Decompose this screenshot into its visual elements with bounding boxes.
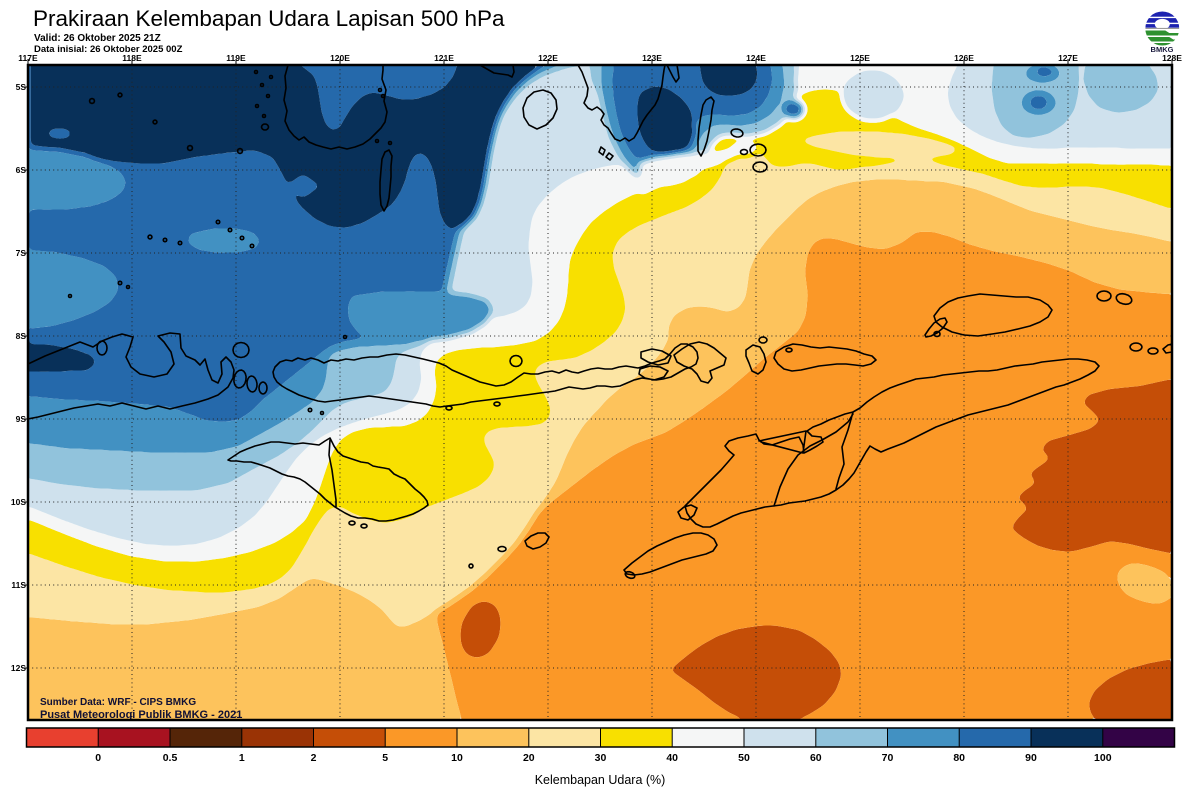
svg-text:0: 0 [95,752,101,764]
svg-text:120E: 120E [330,53,350,63]
svg-text:Kelembapan Udara (%): Kelembapan Udara (%) [535,773,666,787]
svg-text:128E: 128E [1162,53,1182,63]
svg-text:1: 1 [239,752,245,764]
svg-text:125E: 125E [850,53,870,63]
svg-text:30: 30 [595,752,607,764]
svg-text:90: 90 [1025,752,1037,764]
svg-text:Prakiraan Kelembapan Udara Lap: Prakiraan Kelembapan Udara Lapisan 500 h… [33,6,505,31]
svg-text:9S: 9S [16,414,27,424]
svg-text:122E: 122E [538,53,558,63]
svg-text:118E: 118E [122,53,142,63]
svg-text:Valid: 26 Oktober 2025 21Z: Valid: 26 Oktober 2025 21Z [34,33,161,44]
svg-text:6S: 6S [16,165,27,175]
svg-text:60: 60 [810,752,822,764]
svg-text:2: 2 [311,752,317,764]
svg-text:70: 70 [882,752,894,764]
svg-text:80: 80 [953,752,965,764]
svg-text:Data inisial: 26 Oktober 2025: Data inisial: 26 Oktober 2025 00Z [34,44,183,55]
svg-text:10S: 10S [11,497,26,507]
svg-text:10: 10 [451,752,463,764]
svg-text:127E: 127E [1058,53,1078,63]
svg-text:Pusat Meteorologi Publik BMKG: Pusat Meteorologi Publik BMKG - 2021 [40,709,242,721]
svg-text:5S: 5S [16,82,27,92]
svg-text:126E: 126E [954,53,974,63]
svg-text:8S: 8S [16,331,27,341]
svg-text:124E: 124E [746,53,766,63]
svg-text:7S: 7S [16,248,27,258]
svg-text:119E: 119E [226,53,246,63]
svg-text:50: 50 [738,752,750,764]
svg-text:20: 20 [523,752,535,764]
svg-text:5: 5 [382,752,388,764]
svg-text:12S: 12S [11,663,26,673]
svg-text:11S: 11S [11,580,26,590]
svg-text:0.5: 0.5 [163,752,178,764]
svg-text:Sumber Data: WRF - CIPS BMKG: Sumber Data: WRF - CIPS BMKG [40,697,196,708]
svg-text:117E: 117E [18,53,38,63]
svg-text:100: 100 [1094,752,1112,764]
svg-text:BMKG: BMKG [1151,45,1174,54]
svg-text:40: 40 [666,752,678,764]
svg-text:123E: 123E [642,53,662,63]
svg-text:121E: 121E [434,53,454,63]
